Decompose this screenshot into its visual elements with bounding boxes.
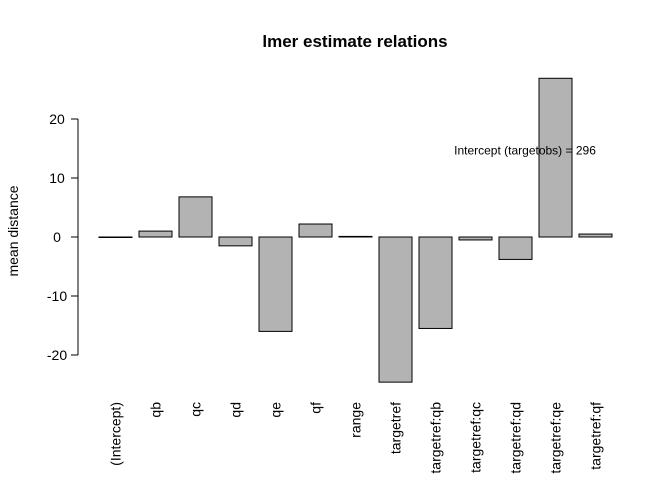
bar-targetref-qc	[458, 236, 493, 241]
bar-qe	[258, 236, 293, 332]
bar-targetref-qe	[538, 77, 573, 238]
bar-targetref-qf	[578, 233, 613, 238]
y-tick-label: 0	[53, 229, 61, 245]
x-category-label: targetref:qc	[468, 402, 484, 473]
y-tick-label: -20	[47, 347, 67, 363]
bar-qc	[178, 196, 213, 238]
y-tick-label: 20	[49, 111, 65, 127]
bar-range	[338, 235, 373, 238]
intercept-annotation: Intercept (targetobs) = 296	[454, 143, 596, 157]
bar-targetref-qb	[418, 236, 453, 329]
x-category-label: qf	[308, 402, 324, 414]
y-axis-label: mean distance	[5, 185, 21, 276]
category-labels: (Intercept) qb qc qd qe qf range targetref targe…	[108, 402, 604, 474]
x-category-label: targetref	[388, 402, 404, 454]
x-category-label: qe	[268, 402, 284, 418]
y-axis: -20 -10 0 10 20	[47, 111, 79, 363]
x-category-label: targetref:qd	[508, 402, 524, 474]
x-category-label: (Intercept)	[108, 402, 124, 466]
bar-qd	[218, 236, 253, 247]
y-tick-label: -10	[47, 288, 67, 304]
x-category-label: qd	[228, 402, 244, 418]
x-category-label: targetref:qb	[428, 402, 444, 474]
bar-intercept	[98, 236, 133, 238]
x-category-label: targetref:qe	[548, 402, 564, 474]
x-category-label: qb	[148, 402, 164, 418]
x-category-label: targetref:qf	[588, 402, 604, 470]
bars-group	[98, 77, 613, 383]
x-category-label: qc	[188, 402, 204, 417]
bar-qf	[298, 223, 333, 238]
bar-targetref	[378, 236, 413, 383]
chart-title: lmer estimate relations	[262, 32, 447, 51]
bar-targetref-qd	[498, 236, 533, 260]
x-category-label: range	[348, 402, 364, 438]
y-tick-label: 10	[49, 170, 65, 186]
bar-qb	[138, 230, 173, 238]
